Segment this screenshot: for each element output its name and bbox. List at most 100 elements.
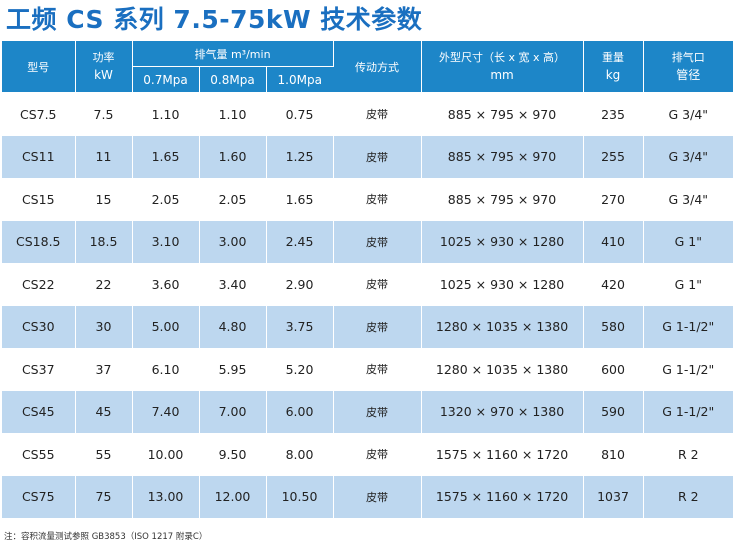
cell-drive: 皮带 <box>333 390 422 433</box>
cell-q07: 1.10 <box>132 92 200 136</box>
col-power-unit: kW <box>94 68 113 82</box>
cell-power: 37 <box>75 348 133 391</box>
cell-dimensions: 885 × 795 × 970 <box>421 135 584 178</box>
col-outlet: 排气口 管径 <box>643 41 734 93</box>
cell-q07: 13.00 <box>132 475 200 518</box>
cell-weight: 235 <box>583 92 644 136</box>
cell-q08: 7.00 <box>199 390 267 433</box>
cell-dimensions: 1025 × 930 × 1280 <box>421 263 584 306</box>
cell-outlet: G 1" <box>643 220 734 263</box>
cell-q10: 0.75 <box>266 92 334 136</box>
col-dimensions: 外型尺寸（长 x 宽 x 高） mm <box>421 41 584 93</box>
cell-power: 15 <box>75 178 133 221</box>
cell-model: CS15 <box>2 178 76 221</box>
cell-dimensions: 1280 × 1035 × 1380 <box>421 305 584 348</box>
col-pressure-07: 0.7Mpa <box>132 66 200 93</box>
cell-power: 18.5 <box>75 220 133 263</box>
cell-model: CS30 <box>2 305 76 348</box>
cell-q07: 10.00 <box>132 433 200 476</box>
table-body: CS7.5 7.5 1.10 1.10 0.75 皮带 885 × 795 × 970 235… <box>2 92 734 518</box>
cell-dimensions: 1025 × 930 × 1280 <box>421 220 584 263</box>
table-row: CS75 75 13.00 12.00 10.50 皮带 1575 × 1160 × 172… <box>2 475 734 518</box>
cell-q10: 1.25 <box>266 135 334 178</box>
cell-drive: 皮带 <box>333 348 422 391</box>
cell-weight: 255 <box>583 135 644 178</box>
cell-outlet: G 3/4" <box>643 135 734 178</box>
cell-q10: 8.00 <box>266 433 334 476</box>
cell-model: CS18.5 <box>2 220 76 263</box>
table-row: CS55 55 10.00 9.50 8.00 皮带 1575 × 1160 × 1720 8… <box>2 433 734 476</box>
cell-power: 7.5 <box>75 92 133 136</box>
table-row: CS45 45 7.40 7.00 6.00 皮带 1320 × 970 × 1380 590… <box>2 390 734 433</box>
pressure-header-row: 0.7Mpa 0.8Mpa 1.0Mpa <box>2 66 733 93</box>
cell-drive: 皮带 <box>333 178 422 221</box>
col-pressure-10: 1.0Mpa <box>266 66 334 93</box>
cell-dimensions: 1575 × 1160 × 1720 <box>421 433 584 476</box>
col-power-label: 功率 <box>92 51 115 64</box>
cell-q07: 3.10 <box>132 220 200 263</box>
table-row: CS22 22 3.60 3.40 2.90 皮带 1025 × 930 × 1280 420… <box>2 263 734 306</box>
cell-power: 75 <box>75 475 133 518</box>
cell-dimensions: 1320 × 970 × 1380 <box>421 390 584 433</box>
cell-model: CS22 <box>2 263 76 306</box>
cell-q10: 1.65 <box>266 178 334 221</box>
footnote: 注：容积流量测试参照 GB3853（ISO 1217 附录C） <box>4 532 208 542</box>
col-discharge: 排气量 m³/min <box>132 41 334 67</box>
cell-q08: 9.50 <box>199 433 267 476</box>
cell-dimensions: 1575 × 1160 × 1720 <box>421 475 584 518</box>
cell-model: CS45 <box>2 390 76 433</box>
cell-power: 22 <box>75 263 133 306</box>
cell-q08: 5.95 <box>199 348 267 391</box>
cell-weight: 580 <box>583 305 644 348</box>
cell-weight: 270 <box>583 178 644 221</box>
cell-model: CS75 <box>2 475 76 518</box>
cell-drive: 皮带 <box>333 433 422 476</box>
cell-outlet: G 3/4" <box>643 92 734 136</box>
table-row: CS37 37 6.10 5.95 5.20 皮带 1280 × 1035 × 1380 60… <box>2 348 734 391</box>
col-power: 功率 kW <box>75 41 133 93</box>
cell-q10: 2.45 <box>266 220 334 263</box>
col-outlet-label-2: 管径 <box>676 68 701 82</box>
cell-q07: 7.40 <box>132 390 200 433</box>
cell-drive: 皮带 <box>333 475 422 518</box>
cell-q08: 12.00 <box>199 475 267 518</box>
col-dimensions-label: 外型尺寸（长 x 宽 x 高） <box>439 51 566 64</box>
cell-q07: 6.10 <box>132 348 200 391</box>
header-row: 型号 功率 kW 排气量 m³/min 传动方式 外型尺寸（长 x 宽 x 高）… <box>2 41 734 93</box>
cell-outlet: G 1-1/2" <box>643 390 734 433</box>
table-row: CS18.5 18.5 3.10 3.00 2.45 皮带 1025 × 930 × 128… <box>2 220 734 263</box>
cell-q10: 3.75 <box>266 305 334 348</box>
cell-weight: 600 <box>583 348 644 391</box>
cell-model: CS11 <box>2 135 76 178</box>
col-dimensions-unit: mm <box>490 68 514 82</box>
cell-drive: 皮带 <box>333 92 422 136</box>
table-row: CS15 15 2.05 2.05 1.65 皮带 885 × 795 × 970 270 G … <box>2 178 734 221</box>
col-pressure-08: 0.8Mpa <box>199 66 267 93</box>
cell-weight: 410 <box>583 220 644 263</box>
cell-q08: 3.00 <box>199 220 267 263</box>
cell-weight: 420 <box>583 263 644 306</box>
col-weight-label: 重量 <box>602 51 625 64</box>
spec-table: 型号 功率 kW 排气量 m³/min 传动方式 外型尺寸（长 x 宽 x 高）… <box>2 41 734 518</box>
col-model: 型号 <box>2 41 76 93</box>
col-drive: 传动方式 <box>333 41 422 93</box>
cell-outlet: G 1" <box>643 263 734 306</box>
cell-model: CS7.5 <box>2 92 76 136</box>
col-outlet-label: 排气口 <box>671 51 705 64</box>
page-title: 工频 CS 系列 7.5-75kW 技术参数 <box>6 5 423 34</box>
cell-q08: 2.05 <box>199 178 267 221</box>
cell-drive: 皮带 <box>333 305 422 348</box>
cell-outlet: G 1-1/2" <box>643 348 734 391</box>
cell-q10: 2.90 <box>266 263 334 306</box>
cell-drive: 皮带 <box>333 135 422 178</box>
cell-q10: 10.50 <box>266 475 334 518</box>
cell-q08: 1.60 <box>199 135 267 178</box>
col-weight: 重量 kg <box>583 41 644 93</box>
cell-q07: 5.00 <box>132 305 200 348</box>
table-row: CS30 30 5.00 4.80 3.75 皮带 1280 × 1035 × 1380 58… <box>2 305 734 348</box>
cell-q10: 5.20 <box>266 348 334 391</box>
cell-outlet: R 2 <box>643 433 734 476</box>
cell-drive: 皮带 <box>333 263 422 306</box>
cell-outlet: G 1-1/2" <box>643 305 734 348</box>
cell-q07: 1.65 <box>132 135 200 178</box>
